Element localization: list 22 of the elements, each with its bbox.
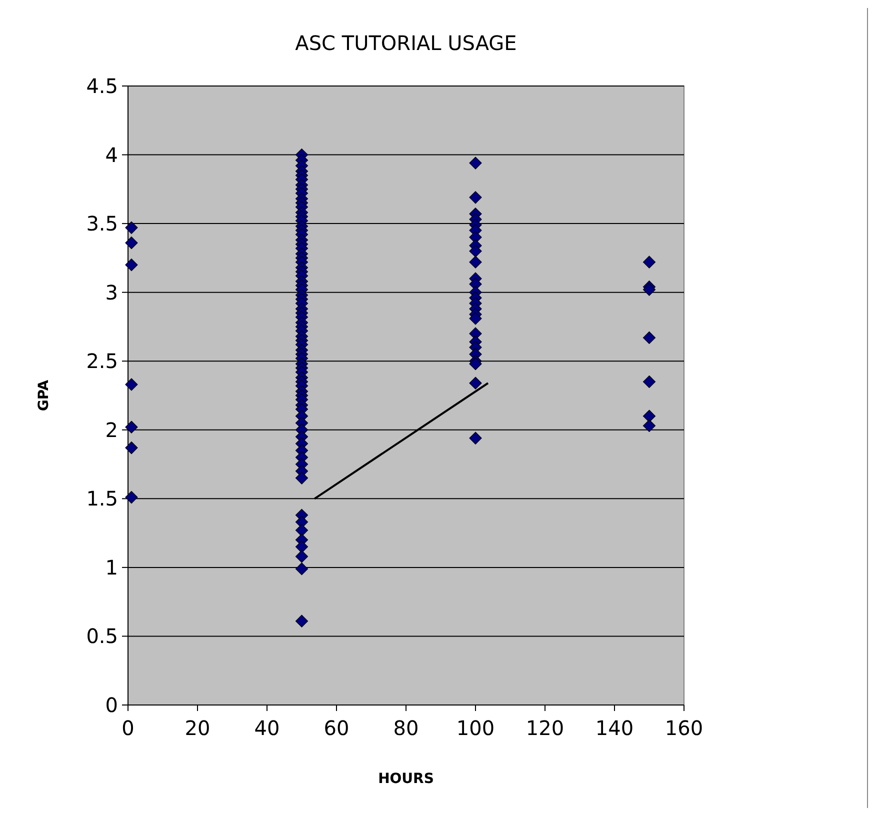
- x-axis-title: HOURS: [378, 771, 434, 787]
- x-tick-label: 20: [184, 716, 210, 740]
- y-axis-title: GPA: [36, 380, 52, 412]
- x-tick-label: 80: [393, 716, 419, 740]
- y-tick-label: 2: [105, 418, 118, 442]
- x-tick-label: 160: [664, 716, 704, 740]
- y-tick-label: 3: [105, 280, 118, 304]
- x-tick-label: 40: [254, 716, 280, 740]
- y-tick-label: 3.5: [86, 212, 118, 236]
- y-tick-label: 0: [105, 693, 118, 717]
- x-tick-label: 60: [324, 716, 350, 740]
- y-tick-label: 4.5: [86, 74, 118, 98]
- y-tick-label: 4: [105, 142, 118, 167]
- chart-title: ASC TUTORIAL USAGE: [295, 31, 517, 55]
- x-tick-label: 120: [526, 716, 564, 740]
- y-tick-label: 0.5: [86, 624, 118, 648]
- y-tick-label: 2.5: [86, 349, 118, 374]
- y-tick-label: 1.5: [86, 486, 118, 511]
- x-tick-label: 140: [595, 716, 634, 740]
- x-tick-label: 0: [122, 716, 134, 740]
- y-tick-label: 1: [105, 555, 118, 580]
- x-tick-label: 100: [456, 716, 495, 740]
